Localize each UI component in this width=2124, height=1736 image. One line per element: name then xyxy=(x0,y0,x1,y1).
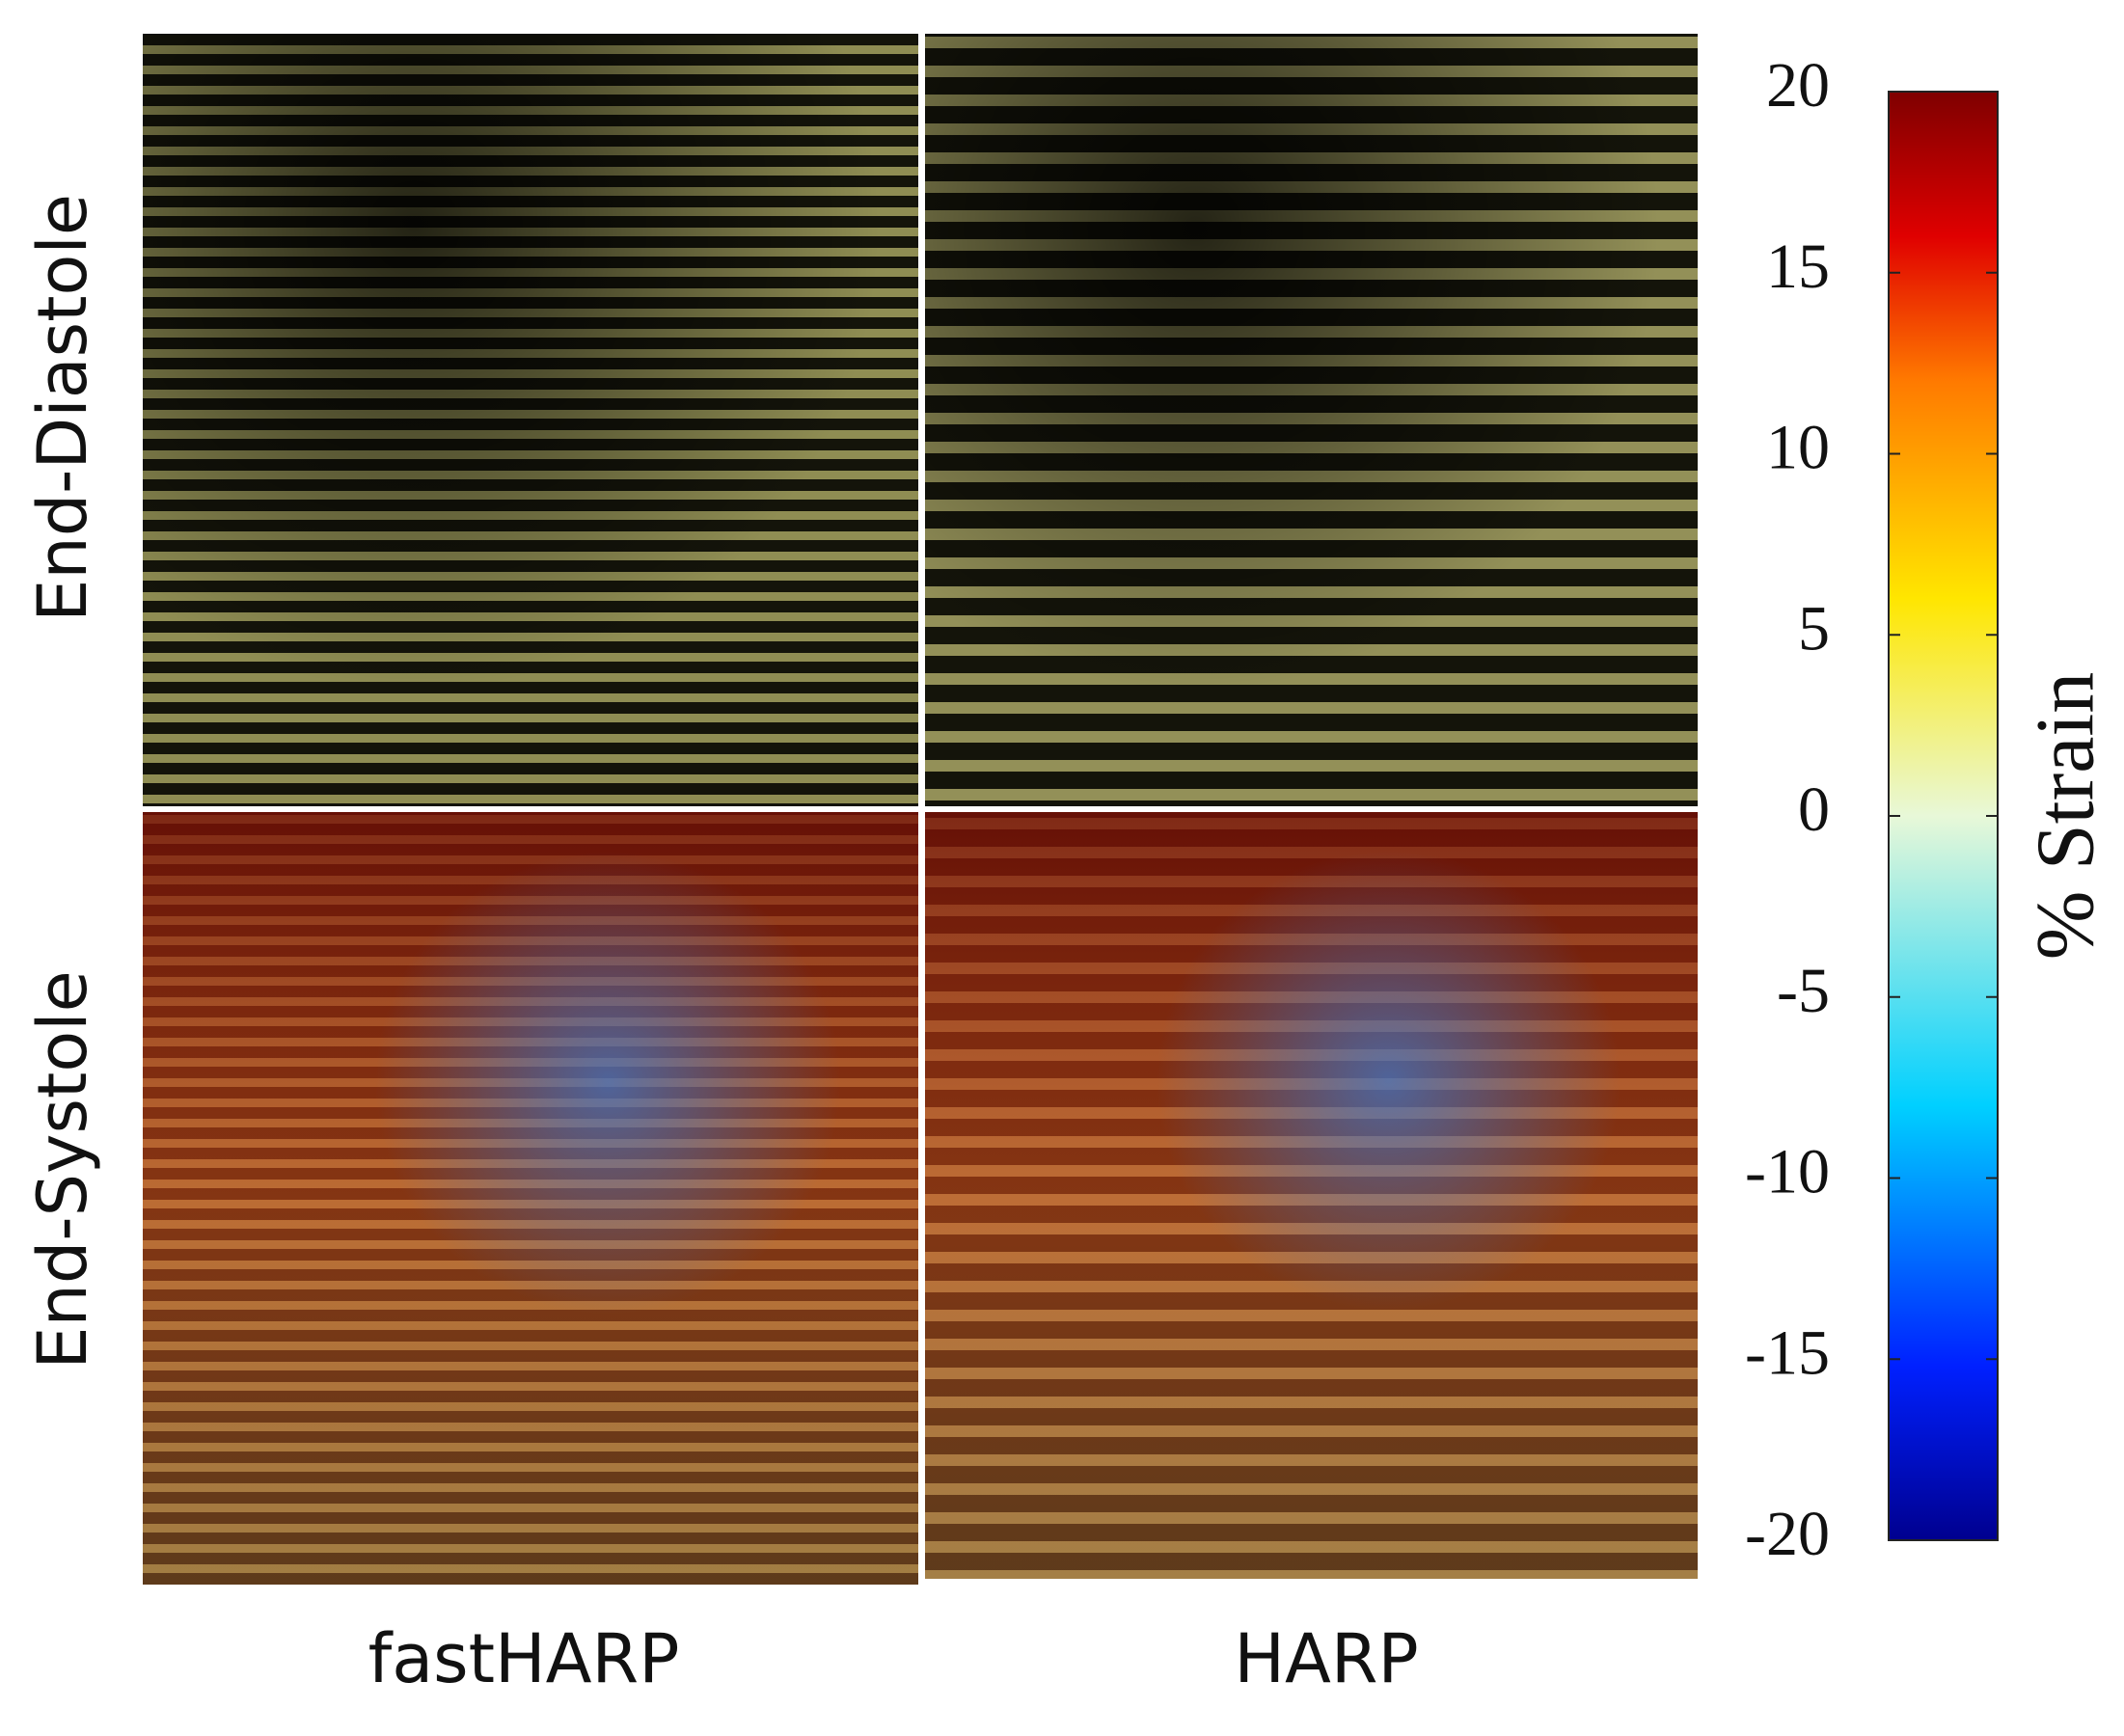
tick-label: -15 xyxy=(1745,1317,1830,1388)
row-label: End-Systole xyxy=(23,970,102,1369)
tick-label: -10 xyxy=(1745,1137,1830,1207)
column-label: HARP xyxy=(1234,1619,1418,1698)
panel-shade xyxy=(925,34,1698,806)
tick-label: 20 xyxy=(1766,50,1830,121)
panel-shade xyxy=(143,34,918,806)
tick-label: 0 xyxy=(1798,774,1830,845)
tick-label: -20 xyxy=(1745,1499,1830,1569)
panel-overlay xyxy=(143,812,918,1585)
row-label: End-Diastole xyxy=(23,194,102,622)
tick-label: -5 xyxy=(1777,956,1830,1026)
colorbar-label: % Strain xyxy=(2019,672,2111,961)
colorbar xyxy=(1888,91,1999,1541)
tick-label: 15 xyxy=(1766,231,1830,302)
column-label: fastHARP xyxy=(368,1619,680,1698)
tick-label: 10 xyxy=(1766,413,1830,483)
tick-label: 5 xyxy=(1798,593,1830,664)
panel-overlay xyxy=(925,812,1698,1579)
